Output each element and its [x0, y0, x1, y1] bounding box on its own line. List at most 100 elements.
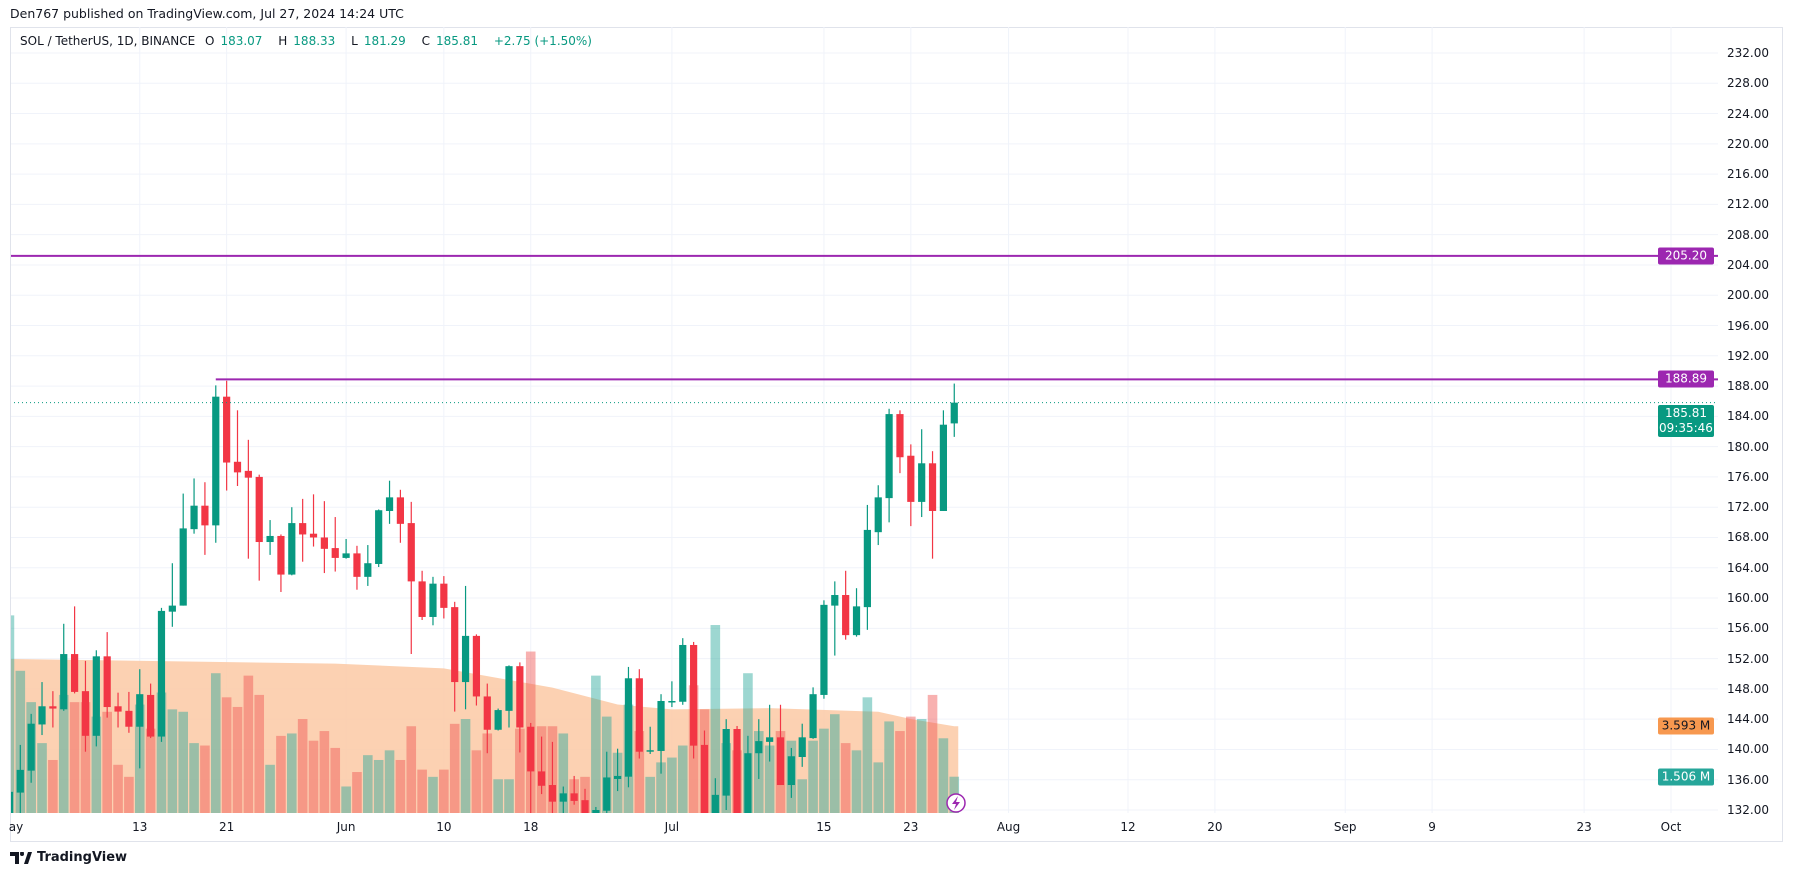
price-chart[interactable] — [10, 27, 1718, 813]
volume-bar — [667, 757, 677, 813]
volume-bar — [48, 759, 58, 813]
candle-body — [81, 691, 90, 736]
volume-bar — [558, 733, 569, 813]
volume-bar — [363, 755, 373, 813]
candle-body — [16, 769, 24, 793]
volume-bar — [200, 745, 210, 813]
candle-body — [136, 694, 144, 727]
candle-body — [527, 726, 535, 772]
candle-body — [396, 497, 404, 524]
volume-bar — [221, 697, 232, 813]
lightning-icon[interactable] — [946, 793, 966, 813]
volume-bar — [428, 776, 438, 813]
volume-bar — [352, 772, 362, 813]
volume-bar — [710, 625, 721, 813]
volume-bar — [319, 731, 330, 813]
candle-body — [548, 785, 557, 802]
candle-body — [201, 505, 209, 526]
time-tick: Aug — [996, 820, 1021, 834]
brand-name: TradingView — [37, 850, 128, 865]
volume-bar — [439, 769, 449, 813]
volume-label: 1.506 M — [1658, 768, 1714, 786]
candle-body — [744, 753, 752, 813]
volume-bar — [906, 716, 916, 813]
time-tick: 23 — [1576, 820, 1592, 834]
price-tick: 220.00 — [1727, 136, 1769, 151]
price-tick: 172.00 — [1727, 500, 1769, 515]
ohlc-high: H 188.33 — [278, 34, 341, 48]
volume-bar — [189, 743, 199, 813]
price-tick: 132.00 — [1727, 803, 1769, 817]
volume-bar — [210, 673, 221, 813]
candle-body — [950, 402, 958, 424]
volume-bar — [80, 702, 91, 813]
candle-body — [49, 706, 57, 709]
symbol-name[interactable]: SOL / TetherUS, 1D, BINANCE — [20, 34, 196, 48]
candle-body — [407, 523, 415, 582]
volume-bar — [504, 779, 514, 813]
volume-bar — [330, 747, 341, 813]
volume-bar — [417, 769, 427, 813]
volume-bar — [851, 750, 862, 813]
candle-body — [896, 414, 904, 458]
candle-body — [364, 563, 372, 577]
tradingview-logo[interactable]: TradingView — [10, 850, 127, 865]
volume-bar — [232, 706, 243, 813]
volume-bar — [591, 675, 601, 813]
time-tick: 12 — [1120, 820, 1136, 834]
price-tick: 208.00 — [1727, 227, 1769, 242]
time-tick: Sep — [1333, 820, 1357, 834]
price-tick: 224.00 — [1727, 106, 1769, 121]
candle-body — [809, 694, 817, 739]
volume-bar — [808, 740, 818, 813]
price-tick: 148.00 — [1727, 681, 1769, 696]
high-value: 188.33 — [293, 34, 336, 48]
symbol-legend: SOL / TetherUS, 1D, BINANCE O 183.07 H 188… — [20, 34, 598, 48]
candle-body — [353, 553, 361, 577]
low-value: 181.29 — [363, 34, 406, 48]
candle-body — [179, 528, 187, 606]
horizontal-levels — [11, 254, 1718, 404]
volume-bar — [178, 711, 188, 813]
volume-bar — [873, 762, 884, 813]
volume-bar — [862, 697, 873, 813]
volume-bar — [884, 721, 894, 813]
candle-body — [863, 529, 871, 608]
volume-bar — [938, 738, 949, 813]
candle-body — [939, 424, 947, 511]
close-label: C — [421, 34, 431, 48]
candle-body — [494, 710, 502, 730]
volume-bar — [645, 776, 655, 813]
volume-bar — [840, 743, 851, 813]
price-tick: 192.00 — [1727, 348, 1769, 363]
price-change: +2.75 (+1.50%) — [493, 34, 592, 48]
volume-bar — [287, 733, 297, 813]
candle-body — [266, 535, 274, 543]
price-tick: 140.00 — [1727, 742, 1769, 757]
price-tick: 152.00 — [1727, 651, 1769, 666]
candle-body — [559, 793, 567, 802]
volume-bar — [677, 745, 688, 813]
volume-bar — [895, 731, 905, 813]
candle-body — [38, 706, 46, 725]
candle-body — [733, 729, 741, 813]
candle-body — [244, 470, 252, 478]
volume-bar — [819, 728, 829, 813]
volume-bar — [395, 759, 406, 813]
volume-bar — [58, 694, 69, 813]
candle-body — [157, 610, 166, 737]
candle-body — [592, 810, 600, 813]
price-tick: 184.00 — [1727, 409, 1769, 424]
candle-body — [516, 666, 524, 728]
price-tick: 228.00 — [1727, 76, 1769, 91]
ohlc-low: L 181.29 — [351, 34, 412, 48]
price-tick: 180.00 — [1727, 439, 1769, 454]
volume-bar — [167, 709, 178, 813]
candle-body — [820, 604, 828, 695]
candle-body — [288, 523, 296, 575]
high-label: H — [278, 34, 288, 48]
price-tick: 188.00 — [1727, 379, 1769, 394]
volume-bar — [384, 750, 395, 813]
candle-body — [614, 775, 622, 779]
candle-body — [125, 710, 133, 727]
